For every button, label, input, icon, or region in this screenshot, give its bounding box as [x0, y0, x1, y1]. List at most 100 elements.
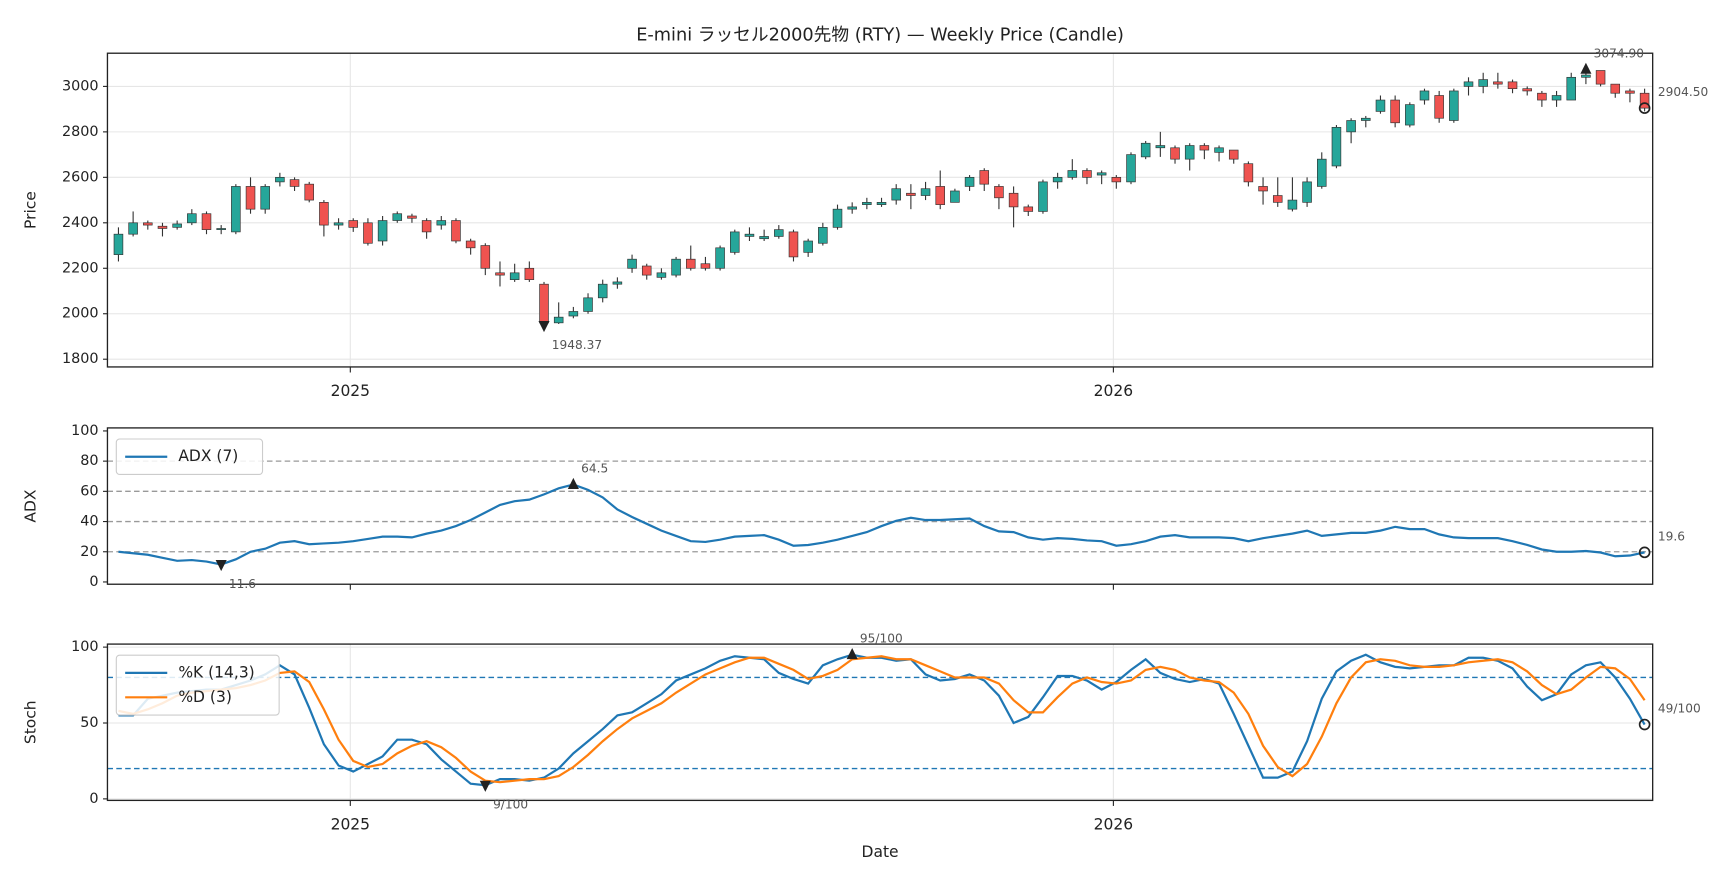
candle-body — [1272, 195, 1283, 203]
candle-body — [1067, 170, 1078, 178]
y-tick-label: 3000 — [62, 78, 99, 94]
annotation: 95/100 — [860, 632, 903, 646]
plot-frame — [106, 643, 1654, 802]
max-marker — [1580, 62, 1592, 74]
candle-body — [245, 186, 256, 210]
last-marker — [1638, 546, 1651, 559]
candle-body — [1096, 172, 1107, 176]
candle-body — [891, 188, 901, 201]
annotation: 9/100 — [493, 798, 528, 812]
candle-body — [1537, 92, 1547, 101]
candle-body — [583, 297, 593, 312]
y-tick-label: 60 — [80, 483, 98, 499]
candle-body — [495, 272, 505, 276]
plot-frame — [106, 427, 1654, 585]
candle-body — [803, 240, 813, 253]
candle-body — [113, 233, 124, 255]
candle-body — [1463, 81, 1474, 87]
y-tick-label: 0 — [89, 791, 98, 807]
y-tick-label: 2600 — [62, 169, 99, 185]
candle-body — [788, 231, 799, 258]
min-marker — [479, 780, 491, 792]
candle-body — [1184, 145, 1195, 160]
candle-body — [1581, 74, 1591, 78]
candle-body — [1595, 70, 1606, 85]
candle-body — [201, 213, 212, 230]
candle-body — [304, 183, 314, 201]
candle-body — [157, 225, 168, 229]
candle-body — [1405, 104, 1415, 126]
max-marker — [846, 648, 858, 660]
candle-body — [979, 170, 990, 185]
candle-body — [1610, 83, 1621, 94]
candle-body — [1140, 142, 1151, 158]
candle-body — [1023, 206, 1034, 212]
min-marker — [215, 560, 227, 572]
candle-body — [1052, 177, 1063, 183]
candle-body — [260, 186, 270, 210]
candle-body — [876, 202, 887, 205]
candle-body — [627, 258, 637, 269]
annotation: 3074.90 — [1594, 46, 1644, 60]
candle-body — [1449, 90, 1459, 121]
candle-body — [1302, 181, 1312, 203]
candle-body — [1155, 145, 1166, 149]
candle-body — [1390, 99, 1400, 124]
candle-body — [333, 222, 344, 226]
annotation: 11.6 — [229, 577, 256, 591]
candle-body — [539, 283, 549, 324]
y-tick-label: 20 — [80, 544, 98, 560]
candle-body — [1625, 90, 1635, 94]
candle-body — [392, 213, 403, 221]
candle-body — [1082, 170, 1092, 178]
candle-body — [363, 222, 373, 244]
candle-body — [524, 267, 535, 280]
candle-body — [656, 272, 667, 278]
legend-box — [115, 654, 280, 716]
candle-body — [935, 186, 945, 205]
candle-body — [685, 258, 696, 269]
candle-body — [1507, 81, 1518, 90]
max-marker — [567, 477, 579, 489]
candle-body — [612, 281, 623, 285]
y-axis-label: Price — [22, 191, 40, 229]
candle-body — [289, 179, 300, 187]
candle-body — [436, 220, 447, 226]
candle-body — [906, 192, 916, 196]
candle-body — [774, 229, 784, 237]
y-tick-label: 2000 — [62, 306, 99, 322]
candle-body — [172, 223, 182, 228]
candle-body — [407, 215, 417, 219]
y-tick-label: 100 — [71, 423, 98, 439]
candle-body — [377, 220, 388, 242]
candle-body — [862, 202, 872, 205]
candle-body — [994, 186, 1004, 199]
y-axis-label: ADX — [22, 489, 40, 523]
candle-body — [597, 283, 608, 299]
candle-body — [1038, 181, 1048, 212]
y-tick-label: 0 — [89, 574, 98, 590]
y-tick-label: 40 — [80, 514, 98, 530]
candle-body — [920, 188, 931, 196]
candle-body — [1551, 95, 1562, 101]
y-tick-label: 80 — [80, 453, 98, 469]
last-marker — [1638, 102, 1651, 114]
candle-body — [553, 316, 564, 324]
y-tick-label: 2800 — [62, 124, 99, 140]
annotation: 2904.50 — [1658, 85, 1708, 99]
y-tick-label: 100 — [71, 639, 98, 655]
chart-title: E-mini ラッセル2000先物 (RTY) — Weekly Price (… — [636, 24, 1124, 45]
candle-body — [1126, 154, 1136, 183]
candle-body — [1008, 192, 1019, 208]
x-axis-label: Date — [862, 843, 899, 861]
candle-body — [509, 272, 520, 280]
x-tick-label: 2026 — [1094, 815, 1133, 833]
y-axis-label: Stoch — [22, 700, 40, 744]
legend-label: %K (14,3) — [178, 663, 254, 681]
candle-body — [1346, 120, 1356, 133]
candle-body — [1331, 126, 1342, 167]
x-tick-label: 2025 — [331, 382, 370, 400]
plot-frame — [106, 52, 1654, 368]
annotation: 19.6 — [1658, 529, 1685, 543]
